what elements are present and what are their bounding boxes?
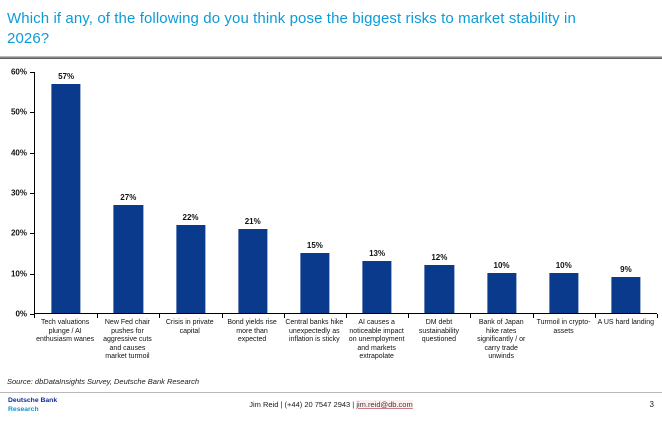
title-separator [0,56,662,59]
bar [238,228,268,313]
contact-info: Jim Reid | (+44) 20 7547 2943 | jim.reid… [8,400,654,409]
y-axis-tick-mark [30,112,34,114]
source-note: Source: dbDataInsights Survey, Deutsche … [7,377,200,386]
x-axis-tick-mark [97,314,99,318]
bar-slot: 21% [222,72,285,318]
x-axis-category-label: New Fed chair pushes for aggressive cuts… [103,319,152,360]
bar-slot: 15% [284,72,348,318]
y-axis: 0% 10% 20% 30% 40% 50% 60% [4,68,34,319]
bar-slot: 57% [34,72,99,318]
x-axis-tick-mark [34,314,35,318]
bar [51,84,81,313]
y-axis-tick-label: 30% [10,188,27,198]
bar [486,272,517,313]
bar [424,264,454,313]
x-axis-tick-mark [594,314,596,318]
x-axis-tick-mark [657,314,659,318]
bar-value-label: 10% [555,260,572,270]
bar [611,276,641,313]
footer-separator [0,392,662,393]
y-axis-tick-label: 20% [10,228,27,238]
page-number: 3 [649,400,654,409]
bar-value-label: 13% [369,248,386,258]
x-axis-category-label: DM debt sustainability questioned [418,319,459,343]
footer: Deutsche Bank Research Jim Reid | (+44) … [8,397,654,421]
x-axis-category-label: AI causes a noticeable impact on unemplo… [348,319,405,360]
y-axis-tick-label: 50% [10,107,27,117]
x-axis-tick-mark [159,314,161,318]
brand-deutsche-bank: Deutsche Bank [8,397,58,404]
x-axis-tick-mark [283,314,285,318]
x-axis-tick-mark [221,314,223,318]
x-axis-tick-mark [346,314,348,318]
x-axis-tick-mark [470,314,472,318]
x-axis-category-label: Central banks hike unexpectedly as infla… [285,319,344,343]
bar-slot: 27% [97,72,161,318]
y-axis-tick-mark [30,193,34,194]
y-axis-tick-mark [30,233,34,235]
brand-logo: Deutsche Bank Research [8,397,654,414]
bar-chart: 0% 10% 20% 30% 40% 50% 60% 57% 27% 22% 21% 15% 13% 1… [4,68,659,372]
bar-value-label: 12% [431,252,448,262]
chart-plot-region: 0% 10% 20% 30% 40% 50% 60% 57% 27% 22% 21% 15% 13% 1… [4,68,659,319]
y-axis-tick-label: 60% [10,67,27,77]
x-axis-category-label: Bank of Japan hike rates significantly /… [477,319,526,360]
bar-slot: 22% [159,72,223,318]
bar-slot: 9% [595,72,659,318]
y-axis-tick-label: 0% [15,309,27,319]
y-axis-tick-label: 40% [10,148,27,158]
bar-value-label: 15% [306,240,323,250]
x-axis-category-label: A US hard landing [597,319,655,326]
bar [549,272,579,313]
x-axis-category-label: Bond yields rise more than expected [227,319,277,343]
bar [362,260,392,313]
bar-value-label: 9% [620,264,632,274]
bar-value-label: 57% [58,72,75,82]
page-title: Which if any, of the following do you th… [7,10,576,47]
bar-value-label: 10% [493,260,510,270]
bar [113,204,143,313]
bar [175,224,206,313]
slide: Which if any, of the following do you th… [0,9,662,432]
bar-value-label: 27% [120,192,137,202]
contact-text: Jim Reid | (+44) 20 7547 2943 | [249,400,355,409]
y-axis-tick-mark [30,273,34,275]
bar-slot: 10% [533,72,596,318]
bar-value-label: 21% [244,216,261,226]
bar-value-label: 22% [182,212,199,222]
y-axis-tick-mark [30,152,34,154]
x-axis-category-label: Tech valuations plunge / AI enthusiasm w… [36,319,95,343]
y-axis-tick-mark [30,314,34,315]
bar [300,252,330,313]
plot-area: 57% 27% 22% 21% 15% 13% 12% 10% 10% 9% [34,72,659,318]
bar-slot: 10% [470,72,534,318]
bar-slot: 12% [408,72,472,318]
brand-research: Research [8,405,39,413]
x-axis-tick-mark [532,314,534,318]
x-axis-category-label: Turmoil in crypto-assets [536,319,591,335]
y-axis-tick-label: 10% [10,269,27,279]
y-axis-tick-mark [30,72,34,73]
email-link[interactable]: jim.reid@db.com [356,400,413,409]
bar-slot: 13% [346,72,410,318]
x-axis-tick-mark [408,314,410,318]
x-axis-labels: Tech valuations plunge / AI enthusiasm w… [34,319,657,372]
x-axis-category-label: Crisis in private capital [165,319,214,335]
